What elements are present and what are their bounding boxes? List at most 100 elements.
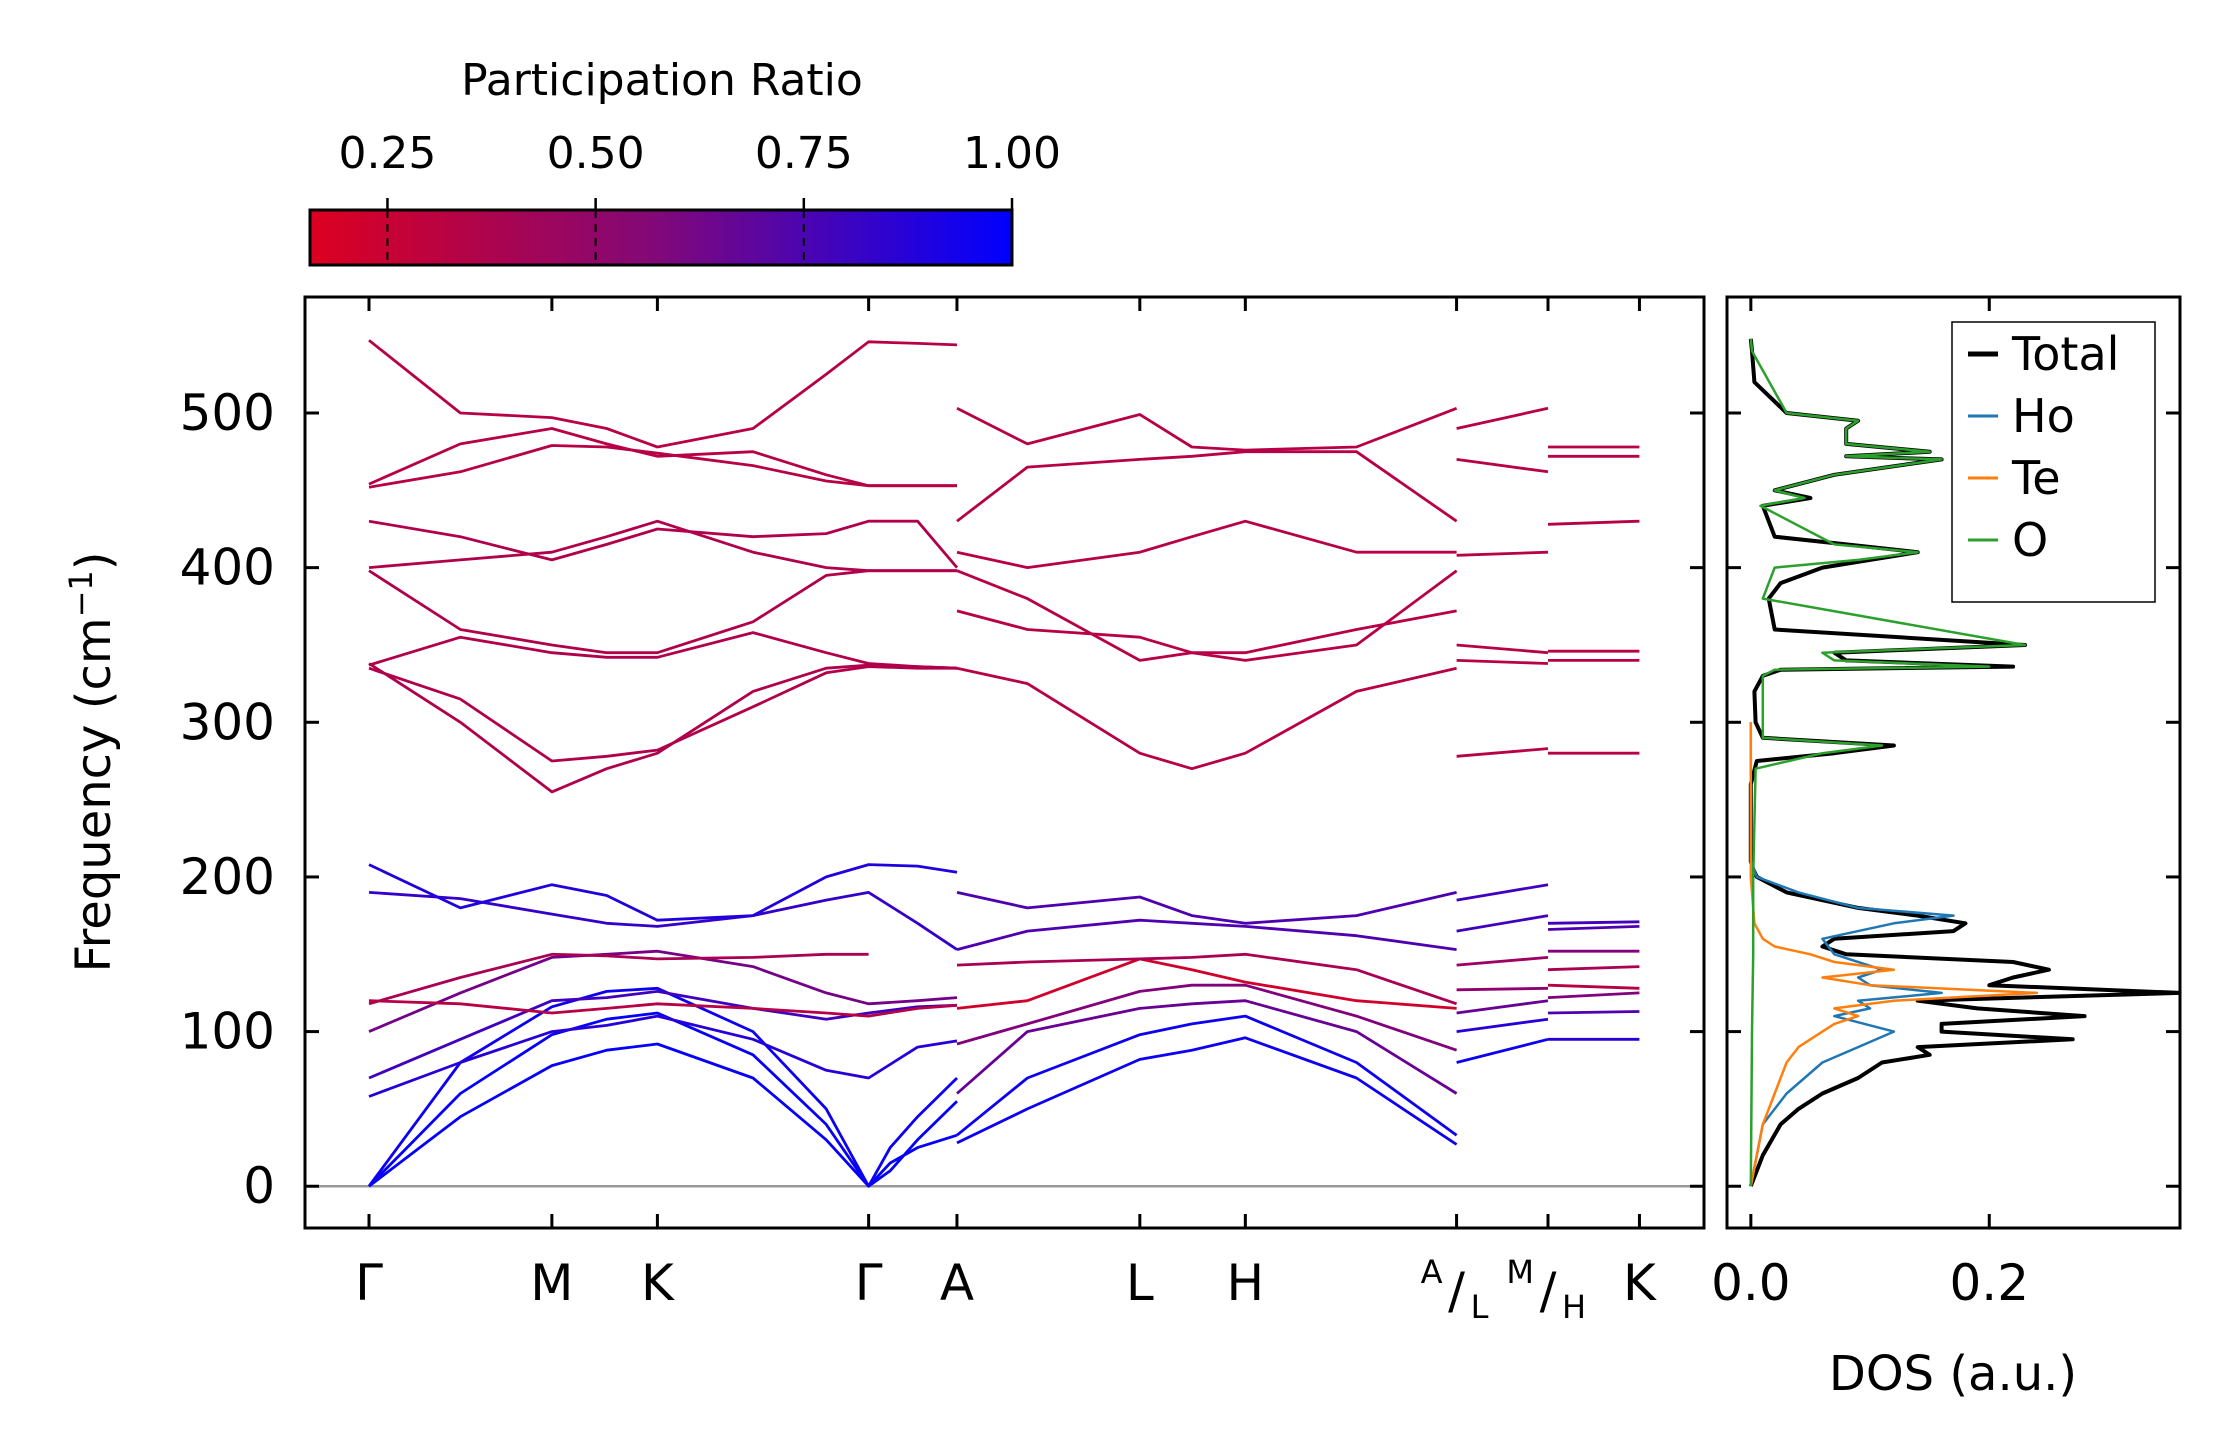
colorbar-ticks: 0.25 0.50 0.75 1.00 [338,128,1061,265]
band-y-tick-label: 0 [243,1157,275,1215]
legend-label: Ho [2012,389,2075,443]
phonon-band [1547,983,1640,990]
band-y-tick-label: 300 [180,693,275,751]
phonon-band [1456,747,1549,758]
band-y-tick-label: 400 [180,539,275,597]
band-x-tick-label: A [940,1254,974,1312]
phonon-band [1547,519,1640,526]
dos-x-axis-label: DOS (a.u.) [1829,1346,2077,1402]
colorbar-tick-label: 0.25 [338,128,436,179]
phonon-band [1547,1010,1640,1015]
dos-x-ticks: 0.0 0.2 [1711,297,2029,1312]
phonon-band [956,891,1457,925]
phonon-band [368,999,958,1018]
phonon-band [956,918,1457,951]
band-y-ticks: 0 100 200 300 400 500 [180,384,1704,1215]
phonon-band [1547,991,1640,999]
phonon-band [368,1042,958,1188]
phonon-band [956,609,1457,655]
colorbar-title: Participation Ratio [461,55,863,106]
svg-text:L: L [1471,1288,1489,1326]
band-y-axis-label: Frequency (cm−1) [62,551,122,972]
dos-legend: Total Ho Te O [1951,321,2156,603]
phonon-band [368,444,957,489]
dos-y-ticks [1727,411,2180,1188]
svg-text:H: H [1562,1288,1586,1326]
phonon-band [1456,1037,1549,1064]
colorbar: Participation Ratio 0.25 0.50 0.75 1.00 [308,55,1061,267]
phonon-band [1456,643,1549,655]
phonon-band [1456,406,1549,430]
colorbar-tick-label: 0.75 [755,128,853,179]
phonon-band [368,339,958,449]
phonon-band [1456,883,1549,902]
phonon-band [368,519,959,569]
phonon-band [956,957,1457,1010]
phonon-band [1456,458,1549,474]
band-axes-frame [303,295,1706,1230]
svg-text:A: A [1421,1253,1443,1291]
phonon-band [956,1014,1458,1137]
phonon-band [1547,925,1640,931]
phonon-band [956,519,1457,569]
phonon-band [956,952,1458,1006]
phonon-band [956,999,1458,1095]
legend-box [1951,321,2156,603]
phonon-band [956,1036,1458,1146]
dos-x-tick-label: 0.0 [1711,1254,1791,1312]
band-x-tick-label: K [641,1254,675,1312]
band-x-ticks: Γ M K Γ A L H A / LM / H K [355,297,1657,1326]
dos-panel: 0.0 0.2 DOS (a.u.) Total Ho Te O [1711,295,2182,1402]
band-y-tick-label: 100 [180,1003,275,1061]
dos-x-tick-label: 0.2 [1949,1254,2029,1312]
phonon-band [368,1011,958,1188]
band-x-tick-label: Γ [355,1254,383,1312]
phonon-band [1547,965,1640,972]
colorbar-tick-label: 1.00 [963,128,1061,179]
legend-items: Total Ho Te O [1968,327,2119,567]
svg-text:M: M [1506,1253,1534,1291]
band-lines [367,339,1640,1188]
phonon-band [1456,659,1549,665]
phonon-band [367,986,958,1188]
phonon-band [956,569,1458,662]
legend-label: Total [2011,327,2119,381]
phonon-band [368,891,958,951]
dos-curve-o [1749,338,2027,1187]
band-x-tick-label: M [530,1254,573,1312]
dos-curve-te [1749,722,2039,1187]
band-x-tick-label: K [1623,1254,1657,1312]
legend-label: O [2012,513,2048,567]
phonon-band [956,666,1457,771]
band-x-tick-label: L [1126,1254,1154,1312]
phonon-band [1456,999,1549,1015]
phonon-band [956,406,1458,452]
phonon-band [368,990,958,1080]
phonon-band [368,662,958,794]
phonon-band [368,519,957,573]
band-x-tick-label: A / L [1421,1253,1489,1326]
phonon-band [1456,956,1549,967]
phonon-band [1456,914,1549,933]
phonon-band [1547,920,1640,925]
phonon-band [368,863,958,922]
svg-text:/: / [1540,1262,1557,1320]
phonon-band [1456,550,1549,557]
band-x-tick-label: H [1227,1254,1265,1312]
phonon-band [368,631,958,670]
phonon-band [956,450,1458,523]
dos-axes-frame [1725,295,2182,1230]
dos-lines [1748,338,2180,1187]
band-y-tick-label: 500 [180,384,275,442]
dos-curve-ho [1749,722,1955,1187]
band-y-tick-label: 200 [180,848,275,906]
phonon-band [1456,1017,1549,1033]
colorbar-bar [308,208,1014,267]
phonon-band [368,952,869,1006]
phonon-band [368,569,957,655]
phonon-band [368,1014,958,1098]
phonon-band [368,665,957,763]
band-x-tick-label: Γ [855,1254,883,1312]
